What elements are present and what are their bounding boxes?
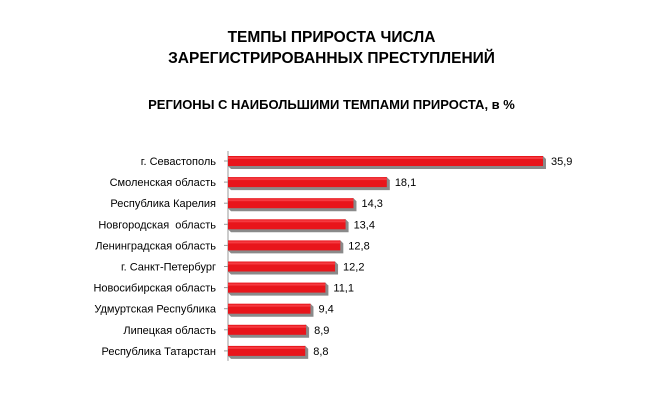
bar-highlight <box>228 199 354 202</box>
bar-face <box>228 324 307 335</box>
bar-face <box>228 261 336 272</box>
bar-face <box>228 156 543 166</box>
category-label: г. Санкт-Петербург <box>121 262 216 274</box>
bar <box>228 345 309 359</box>
category-label: Ленинградская область <box>95 240 216 252</box>
category-label: Республика Карелия <box>110 198 216 210</box>
bar-highlight <box>228 220 346 223</box>
bar <box>228 303 314 317</box>
bar <box>228 156 546 169</box>
bar <box>228 219 349 233</box>
bar-highlight <box>228 241 341 244</box>
value-label: 8,8 <box>313 346 328 358</box>
bar-face <box>228 198 354 209</box>
chart-title-line-1: ТЕМПЫ ПРИРОСТА ЧИСЛА <box>227 29 436 46</box>
bar-highlight <box>228 283 326 286</box>
bar <box>228 282 329 296</box>
bar-face <box>228 240 341 251</box>
bar-face <box>228 345 306 356</box>
bar-highlight <box>228 346 306 349</box>
category-label: Удмуртская Республика <box>94 304 217 316</box>
value-label: 35,9 <box>551 156 572 168</box>
chart-subtitle: РЕГИОНЫ С НАИБОЛЬШИМИ ТЕМПАМИ ПРИРОСТА, … <box>148 97 515 112</box>
category-label: Новгородская область <box>98 219 216 231</box>
value-label: 14,3 <box>361 198 382 210</box>
bar-highlight <box>228 325 307 328</box>
bar-face <box>228 219 346 230</box>
bar-face <box>228 177 387 188</box>
category-label: Липецкая область <box>123 325 216 337</box>
bar-highlight <box>228 178 387 181</box>
bar-face <box>228 282 326 293</box>
chart-title-line-2: ЗАРЕГИСТРИРОВАННЫХ ПРЕСТУПЛЕНИЙ <box>168 50 495 67</box>
bar-highlight <box>228 262 336 265</box>
bar <box>228 198 357 212</box>
category-label: г. Севастополь <box>141 156 216 168</box>
value-label: 13,4 <box>354 219 375 231</box>
bars-group: г. Севастополь 35,9 Смоленская область 18,1… <box>93 151 572 361</box>
value-label: 12,8 <box>348 240 369 252</box>
bar <box>228 261 339 275</box>
category-label: Республика Татарстан <box>101 346 216 358</box>
value-label: 9,4 <box>318 304 333 316</box>
value-label: 18,1 <box>395 177 416 189</box>
value-label: 11,1 <box>333 283 354 295</box>
value-label: 8,9 <box>314 325 329 337</box>
category-label: Смоленская область <box>110 177 217 189</box>
category-label: Новосибирская область <box>93 283 216 295</box>
value-label: 12,2 <box>343 262 364 274</box>
bar-highlight <box>228 157 543 159</box>
bar <box>228 177 390 191</box>
bar-highlight <box>228 304 311 307</box>
chart-title: ТЕМПЫ ПРИРОСТА ЧИСЛА ЗАРЕГИСТРИРОВАННЫХ … <box>0 27 663 69</box>
bar <box>228 324 310 338</box>
bar <box>228 240 344 254</box>
bar-face <box>228 303 311 314</box>
